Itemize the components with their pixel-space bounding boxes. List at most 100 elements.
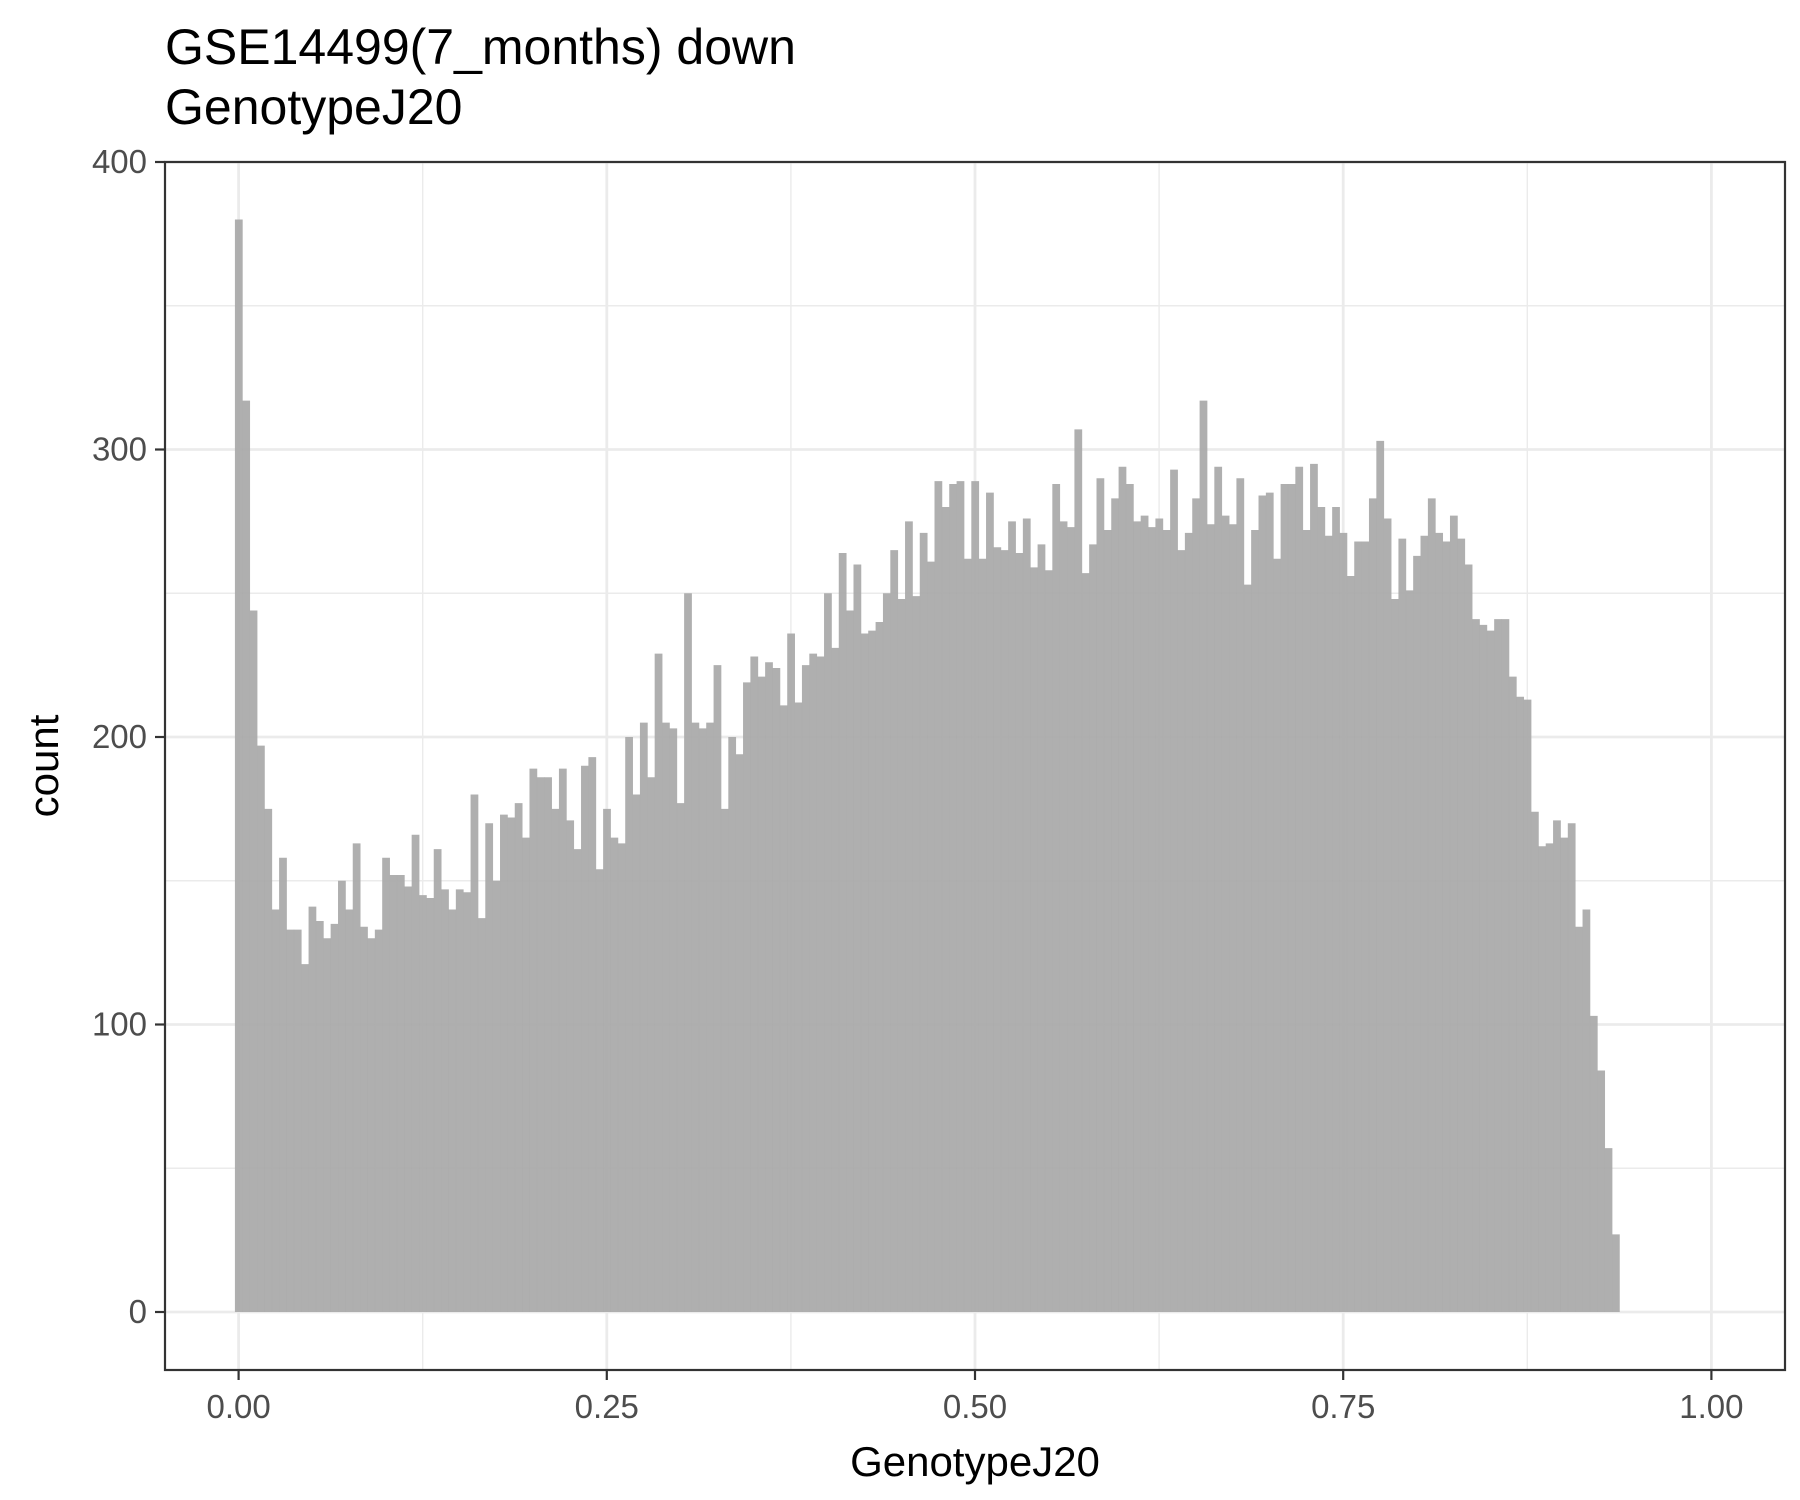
histogram-bar [529, 768, 538, 1312]
histogram-bar [1575, 926, 1583, 1312]
histogram-bar [1553, 820, 1561, 1312]
histogram-bars [234, 219, 1620, 1312]
histogram-bar [927, 561, 935, 1312]
histogram-bar [1265, 492, 1274, 1312]
histogram-bar [338, 880, 346, 1312]
y-tick-label: 200 [92, 718, 147, 755]
histogram-bar [367, 938, 376, 1312]
histogram-bar [956, 481, 965, 1312]
histogram-bar [1376, 440, 1385, 1312]
histogram-bar [846, 610, 854, 1312]
x-axis-title: GenotypeJ20 [850, 1438, 1100, 1485]
histogram-bar [1324, 535, 1333, 1312]
histogram-bar [1317, 507, 1326, 1312]
histogram-bar [485, 823, 494, 1312]
x-axis-tick-labels: 0.00 0.25 0.50 0.75 1.00 [206, 1388, 1743, 1425]
y-axis-title: count [20, 714, 67, 817]
histogram-bar [625, 737, 633, 1312]
histogram-bar [1096, 478, 1105, 1312]
histogram-bar [1545, 843, 1554, 1312]
histogram-bar [257, 745, 265, 1312]
histogram-bar [500, 814, 508, 1312]
histogram-bar [455, 889, 464, 1312]
histogram-bar [411, 834, 420, 1312]
histogram-bar [1177, 550, 1186, 1312]
histogram-bar [1346, 576, 1355, 1312]
x-tick-label: 0.00 [206, 1388, 270, 1425]
histogram-bar [1560, 837, 1569, 1312]
histogram-bar [853, 564, 862, 1312]
histogram-bar [389, 875, 398, 1312]
histogram-bar [912, 596, 921, 1312]
histogram-bar [603, 808, 611, 1312]
histogram-bar [1206, 524, 1215, 1312]
histogram-bar [794, 702, 803, 1312]
histogram-bar [581, 765, 589, 1312]
histogram-bar [838, 553, 847, 1312]
histogram-bar [1111, 498, 1119, 1312]
histogram-bar [1103, 530, 1112, 1312]
histogram-bar [632, 794, 641, 1312]
histogram-bar [1044, 570, 1053, 1312]
histogram-bar [1582, 909, 1591, 1312]
histogram-bar [1059, 521, 1068, 1312]
histogram-bar [308, 906, 317, 1312]
histogram-bar [1310, 463, 1318, 1312]
histogram-bar [882, 593, 891, 1312]
histogram-bar [1420, 535, 1429, 1312]
histogram-bar [330, 923, 339, 1312]
histogram-bar [293, 929, 302, 1312]
histogram-bar [382, 857, 390, 1312]
y-axis-tick-labels: 0 100 200 300 400 [92, 143, 147, 1330]
histogram-bar [360, 926, 368, 1312]
histogram-bar [419, 895, 427, 1312]
histogram-bar [1133, 521, 1142, 1312]
histogram-bar [905, 521, 913, 1312]
histogram-bar [875, 622, 884, 1312]
histogram-bar [1405, 590, 1414, 1312]
histogram-bar [1391, 599, 1399, 1312]
histogram-bar [779, 705, 788, 1312]
histogram-bar [1457, 538, 1466, 1312]
histogram-bar [610, 837, 619, 1312]
histogram-bar [1383, 518, 1392, 1312]
histogram-bar [1508, 676, 1517, 1312]
histogram-bar [1494, 619, 1502, 1312]
histogram-bar [1611, 1234, 1620, 1312]
histogram-bar [986, 492, 994, 1312]
x-tick-label: 1.00 [1679, 1388, 1743, 1425]
histogram-bar [772, 668, 781, 1312]
histogram-bar [647, 777, 656, 1312]
histogram-bar [1523, 699, 1532, 1312]
histogram-bar [868, 630, 876, 1312]
histogram-bar [860, 633, 869, 1312]
histogram-bar [654, 653, 663, 1312]
histogram-bar [1148, 527, 1156, 1312]
histogram-bar [1184, 532, 1193, 1312]
chart-subtitle: GenotypeJ20 [165, 79, 462, 135]
histogram-bar [934, 481, 943, 1312]
histogram-bar [1273, 558, 1282, 1312]
histogram-bar [993, 547, 1002, 1312]
histogram-bar [1486, 630, 1495, 1312]
histogram-bar [1464, 564, 1473, 1312]
histogram-bar [426, 898, 435, 1312]
histogram-bar [1287, 484, 1296, 1312]
histogram-bar [536, 777, 545, 1312]
histogram-bar [566, 820, 575, 1312]
x-tick-label: 0.50 [943, 1388, 1007, 1425]
histogram-bar [728, 737, 737, 1312]
histogram-bar [477, 918, 486, 1312]
histogram-bar [971, 481, 980, 1312]
histogram-bar [743, 682, 751, 1312]
histogram-bar [1302, 530, 1311, 1312]
x-tick-label: 0.25 [575, 1388, 639, 1425]
histogram-bar [514, 803, 523, 1312]
x-tick-label: 0.75 [1311, 1388, 1375, 1425]
histogram-bar [1398, 538, 1407, 1312]
histogram-bar [963, 558, 972, 1312]
histogram-bar [1067, 527, 1075, 1312]
y-tick-label: 100 [92, 1006, 147, 1043]
